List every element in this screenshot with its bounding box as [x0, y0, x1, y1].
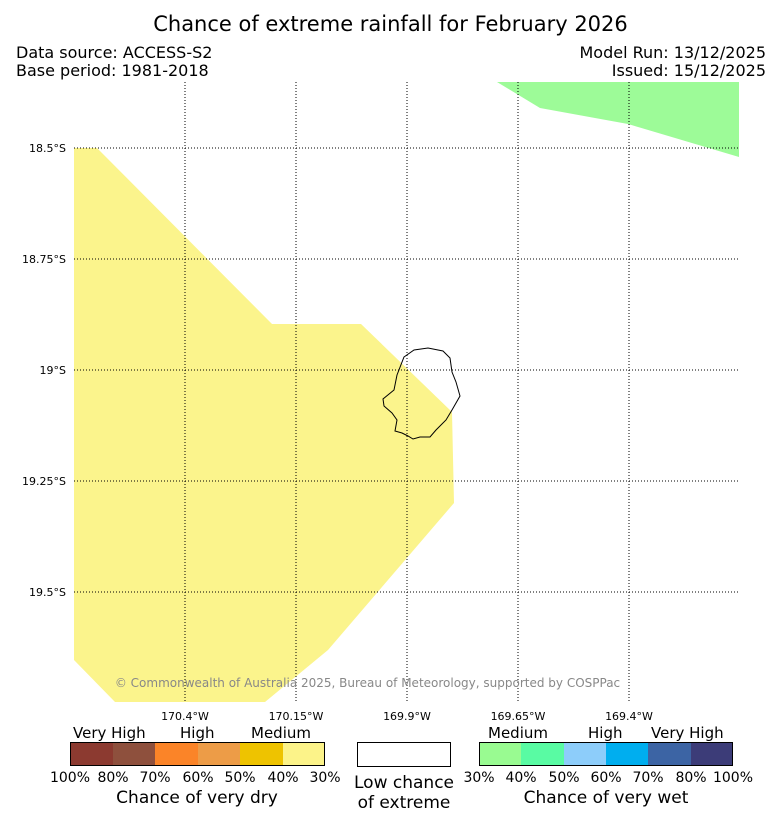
- wet-pct-label: 40%: [505, 770, 537, 786]
- lat-label: 18.5°S: [29, 142, 66, 155]
- meta-left: Data source: ACCESS-S2 Base period: 1981…: [16, 44, 212, 80]
- wet-pct-label: 80%: [675, 770, 707, 786]
- wet-pct-label: 50%: [548, 770, 580, 786]
- dry-pct-label: 60%: [182, 770, 214, 786]
- wet-swatch: [521, 742, 564, 766]
- dry-pct-label: 70%: [139, 770, 171, 786]
- lon-label: 169.4°W: [605, 710, 653, 720]
- lat-label: 19.5°S: [29, 586, 66, 599]
- dry-swatch: [283, 742, 325, 766]
- dry-pct-label: 30%: [309, 770, 341, 786]
- dry-region: [74, 148, 454, 702]
- rainfall-map: 18.5°S 18.75°S 19°S 19.25°S 19.5°S 170.4…: [22, 82, 739, 720]
- dry-swatch: [198, 742, 240, 766]
- wet-swatch: [648, 742, 691, 766]
- dry-swatch: [70, 742, 113, 766]
- issued-date: Issued: 15/12/2025: [611, 61, 766, 80]
- lon-label: 170.15°W: [269, 710, 324, 720]
- base-period: Base period: 1981-2018: [16, 61, 209, 80]
- dry-header-high: High: [180, 724, 215, 742]
- dry-swatch: [240, 742, 283, 766]
- low-chance-line1: Low chance: [354, 773, 454, 793]
- dry-swatch: [155, 742, 198, 766]
- wet-header-medium: Medium: [488, 724, 548, 742]
- wet-pct-label: 100%: [712, 770, 754, 786]
- wet-colorbar-title: Chance of very wet: [523, 788, 689, 808]
- dry-pct-label: 100%: [49, 770, 91, 786]
- wet-swatch: [691, 742, 733, 766]
- wet-swatch: [564, 742, 606, 766]
- low-chance-line2: of extreme: [357, 793, 451, 813]
- dry-pct-label: 80%: [97, 770, 129, 786]
- dry-pct-label: 40%: [267, 770, 299, 786]
- wet-pct-label: 30%: [463, 770, 495, 786]
- page-title: Chance of extreme rainfall for February …: [153, 12, 628, 36]
- gridlines: [74, 82, 739, 702]
- lon-label: 169.65°W: [491, 710, 546, 720]
- dry-header-very-high: Very High: [73, 724, 146, 742]
- copyright-notice: © Commonwealth of Australia 2025, Bureau…: [114, 676, 621, 690]
- lat-label: 19.25°S: [22, 475, 66, 488]
- data-source: Data source: ACCESS-S2: [16, 43, 213, 62]
- meta-right: Model Run: 13/12/2025 Issued: 15/12/2025: [580, 44, 767, 80]
- lat-label: 19°S: [40, 364, 66, 377]
- wet-pct-label: 70%: [632, 770, 664, 786]
- island-outline: [382, 347, 461, 440]
- dry-header-medium: Medium: [251, 724, 311, 742]
- model-run: Model Run: 13/12/2025: [579, 43, 767, 62]
- wet-swatch: [479, 742, 521, 766]
- low-chance-label: Low chance of extreme: [354, 773, 454, 813]
- wet-swatch: [606, 742, 648, 766]
- dry-pct-label: 50%: [224, 770, 256, 786]
- wet-header-high: High: [588, 724, 623, 742]
- lon-label: 170.4°W: [161, 710, 209, 720]
- low-chance-swatch: [357, 742, 451, 767]
- wet-pct-label: 60%: [590, 770, 622, 786]
- dry-swatch: [113, 742, 155, 766]
- lon-label: 169.9°W: [383, 710, 431, 720]
- wet-header-very-high: Very High: [651, 724, 724, 742]
- dry-colorbar-title: Chance of very dry: [116, 788, 278, 808]
- wet-region: [497, 82, 739, 157]
- lat-label: 18.75°S: [22, 253, 66, 266]
